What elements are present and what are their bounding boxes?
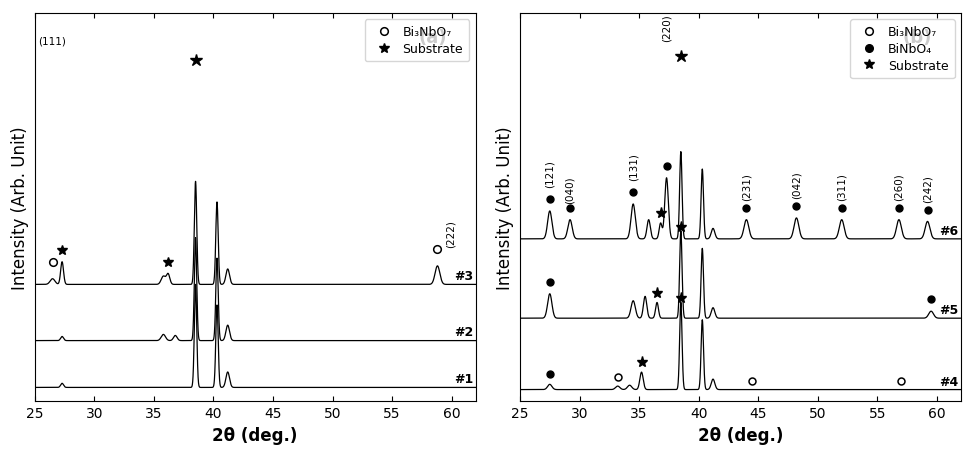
Text: #3: #3 (454, 269, 473, 283)
Text: (311): (311) (837, 172, 847, 200)
Legend: Bi₃NbO₇, BiNbO₄, Substrate: Bi₃NbO₇, BiNbO₄, Substrate (850, 20, 955, 79)
Text: (b): (b) (903, 29, 932, 47)
X-axis label: 2θ (deg.): 2θ (deg.) (213, 426, 297, 444)
Text: (222): (222) (446, 220, 456, 248)
Text: #2: #2 (454, 325, 473, 339)
Y-axis label: Intensity (Arb. Unit): Intensity (Arb. Unit) (11, 126, 29, 289)
Text: (121): (121) (544, 160, 555, 188)
X-axis label: 2θ (deg.): 2θ (deg.) (698, 426, 783, 444)
Text: (040): (040) (565, 176, 575, 203)
Text: (131): (131) (628, 153, 639, 181)
Y-axis label: Intensity (Arb. Unit): Intensity (Arb. Unit) (497, 126, 514, 289)
Text: (111): (111) (39, 36, 66, 46)
Text: (242): (242) (922, 174, 932, 202)
Text: #1: #1 (454, 372, 473, 385)
Legend: Bi₃NbO₇, Substrate: Bi₃NbO₇, Substrate (364, 20, 469, 62)
Text: #6: #6 (939, 224, 958, 238)
Text: (042): (042) (791, 171, 802, 199)
Text: #5: #5 (939, 303, 958, 317)
Text: (231): (231) (742, 172, 751, 200)
Text: (260): (260) (894, 173, 904, 200)
Text: (220): (220) (662, 14, 672, 41)
Text: #4: #4 (939, 375, 958, 388)
Text: (a): (a) (418, 29, 447, 47)
